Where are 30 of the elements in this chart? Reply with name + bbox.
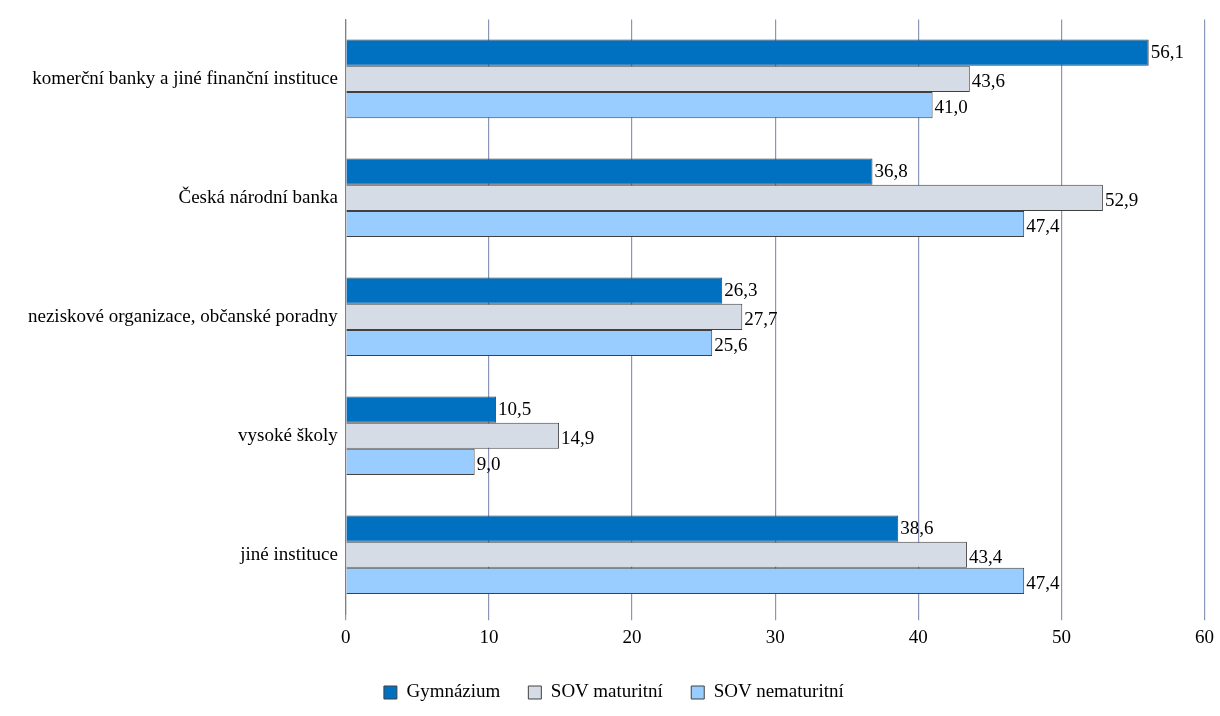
- data-label: 10,5: [498, 397, 532, 419]
- x-tick-label: 20: [622, 625, 642, 647]
- x-tick-label: 10: [479, 625, 499, 647]
- data-label: 9,0: [476, 452, 501, 474]
- y-tick-label: jiné instituce: [239, 542, 338, 564]
- x-tick-label: 50: [1051, 625, 1071, 647]
- data-label: 14,9: [561, 426, 595, 448]
- data-label: 43,4: [968, 545, 1003, 567]
- data-label: 47,4: [1026, 215, 1060, 236]
- legend-label: Gymnázium: [406, 680, 501, 702]
- x-tick-label: 60: [1195, 625, 1214, 647]
- legend-label: SOV nematuritní: [713, 680, 845, 702]
- y-tick-label: komerční banky a jiné finanční instituce: [32, 66, 338, 88]
- x-tick-label: 40: [908, 625, 928, 647]
- data-label: 56,1: [1150, 40, 1184, 62]
- data-label: 43,6: [971, 69, 1006, 91]
- y-tick-label: Česká národní banka: [178, 185, 339, 207]
- data-label: 36,8: [874, 159, 908, 181]
- y-tick-label: vysoké školy: [238, 423, 339, 445]
- data-label: 41,0: [934, 96, 968, 118]
- data-label: 52,9: [1104, 188, 1139, 210]
- data-label: 27,7: [744, 307, 778, 329]
- data-label: 26,3: [724, 278, 758, 300]
- x-tick-label: 0: [341, 625, 351, 647]
- data-label: 47,4: [1026, 571, 1060, 593]
- data-label: 25,6: [714, 333, 748, 355]
- data-label: 38,6: [900, 516, 934, 538]
- x-tick-label: 30: [765, 625, 785, 647]
- legend-label: SOV maturitní: [550, 680, 664, 702]
- y-tick-label: neziskové organizace, občanské poradny: [27, 304, 339, 326]
